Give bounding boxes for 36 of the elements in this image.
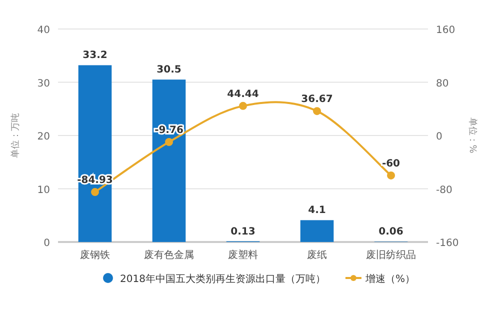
point [91, 188, 99, 196]
data-label: 30.5 [156, 64, 182, 76]
y-axis-title: 单位：万吨 [10, 113, 21, 158]
legend-label: 增速（%） [364, 273, 415, 285]
data-label: 33.2 [82, 50, 108, 62]
point [313, 107, 321, 116]
bar [78, 65, 112, 242]
y-tick-label: 30 [37, 78, 50, 90]
data-label: -60 [382, 158, 400, 170]
x-tick-label: 废塑料 [228, 249, 258, 261]
data-label: 36.67 [301, 94, 333, 106]
data-label: 0.13 [230, 226, 256, 238]
y-tick-label: 20 [37, 132, 50, 142]
y2-tick-label: -160 [436, 238, 459, 249]
y2-axis-title: 单位：% [467, 118, 478, 154]
data-label: 0.06 [378, 226, 404, 238]
x-tick-label: 废钢铁 [80, 249, 110, 261]
x-tick-label: 废有色金属 [144, 249, 194, 261]
bar [300, 220, 334, 242]
y-tick-label: 0 [44, 238, 50, 249]
data-label: 44.44 [227, 88, 259, 100]
data-label: -9.76 [154, 124, 184, 136]
x-tick-label: 废纸 [307, 249, 327, 261]
x-tick-label: 废旧纺织品 [366, 249, 416, 261]
point [165, 138, 173, 146]
bar [152, 80, 186, 242]
legend-label: 2018年中国五大类别再生资源出口量（万吨） [120, 273, 326, 285]
y2-tick-label: -80 [436, 184, 452, 196]
y-tick-label: 10 [37, 184, 50, 196]
y-tick-label: 40 [37, 25, 50, 36]
data-label: 4.1 [308, 205, 326, 216]
point [387, 171, 395, 180]
y2-tick-label: 0 [436, 132, 442, 142]
y2-tick-label: 80 [436, 78, 449, 90]
y2-tick-label: 160 [436, 25, 456, 36]
point [239, 102, 247, 110]
